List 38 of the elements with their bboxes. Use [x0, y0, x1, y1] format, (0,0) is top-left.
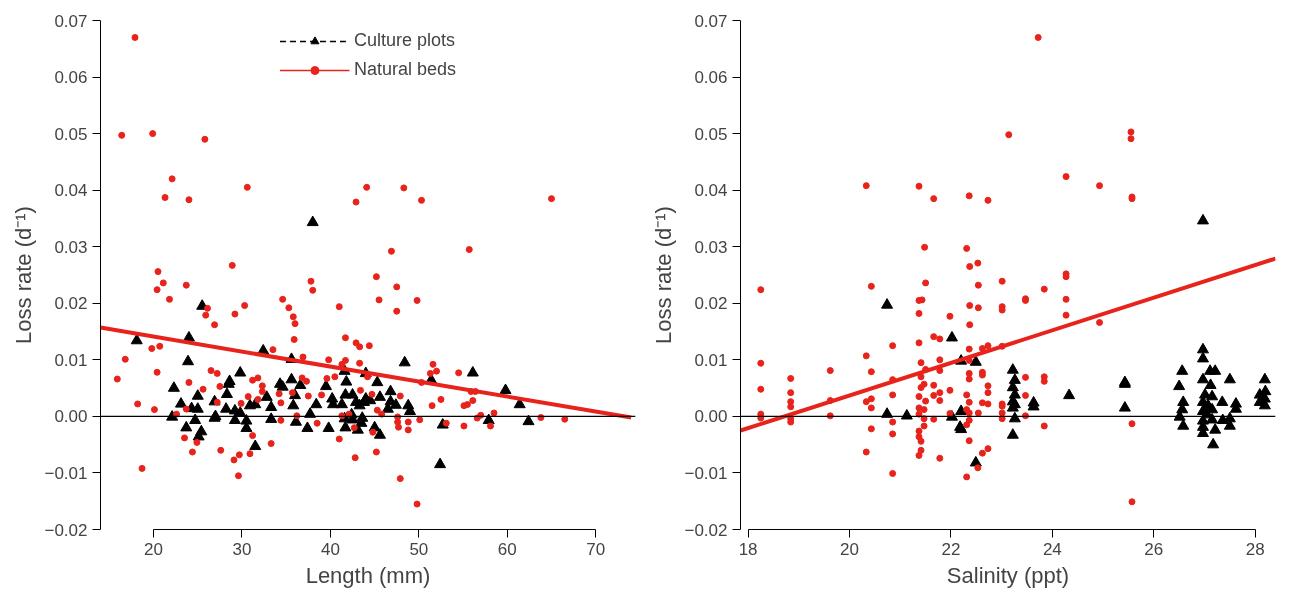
x-tick-label: 20	[144, 539, 164, 559]
x-tick-label: 40	[320, 539, 340, 559]
x-axis-title: Length (mm)	[305, 562, 431, 588]
y-tick-label: 0.00	[54, 407, 88, 427]
y-tick-label: 0.06	[54, 68, 88, 88]
y-tick-label: 0.06	[694, 68, 728, 88]
x-tick-label: 70	[586, 539, 606, 559]
y-tick-label: 0.00	[694, 407, 728, 427]
y-tick-label: −0.01	[684, 463, 728, 483]
y-tick-label: 0.02	[694, 294, 728, 314]
legend-label: Culture plots	[353, 30, 456, 51]
y-tick-label: 0.04	[54, 181, 88, 201]
y-tick-label: 0.01	[54, 350, 88, 370]
x-tick-label: 26	[1144, 539, 1164, 559]
y-tick-label: −0.02	[44, 520, 88, 540]
x-tick-label: 30	[232, 539, 252, 559]
x-tick-label: 18	[738, 539, 758, 559]
x-tick-label: 22	[941, 539, 961, 559]
y-tick-label: 0.03	[54, 237, 88, 257]
y-tick-label: 0.02	[54, 294, 88, 314]
y-tick-label: 0.07	[694, 11, 728, 31]
x-axis-title: Salinity (ppt)	[946, 562, 1070, 588]
y-axis-title: Loss rate (d⁻¹)	[11, 206, 37, 344]
y-tick-label: 0.07	[54, 11, 88, 31]
y-tick-label: 0.05	[54, 124, 88, 144]
x-tick-label: 20	[840, 539, 859, 559]
y-tick-label: 0.04	[694, 181, 728, 201]
y-tick-label: 0.01	[694, 350, 728, 370]
x-tick-label: 24	[1042, 539, 1062, 559]
x-tick-label: 50	[409, 539, 429, 559]
y-tick-label: −0.02	[684, 520, 728, 540]
y-tick-label: 0.05	[694, 124, 728, 144]
y-tick-label: −0.01	[44, 463, 88, 483]
x-tick-label: 60	[497, 539, 517, 559]
x-tick-label: 28	[1245, 539, 1265, 559]
y-tick-label: 0.03	[694, 237, 728, 257]
y-axis-title: Loss rate (d⁻¹)	[651, 206, 677, 344]
legend-label: Natural beds	[353, 59, 457, 80]
